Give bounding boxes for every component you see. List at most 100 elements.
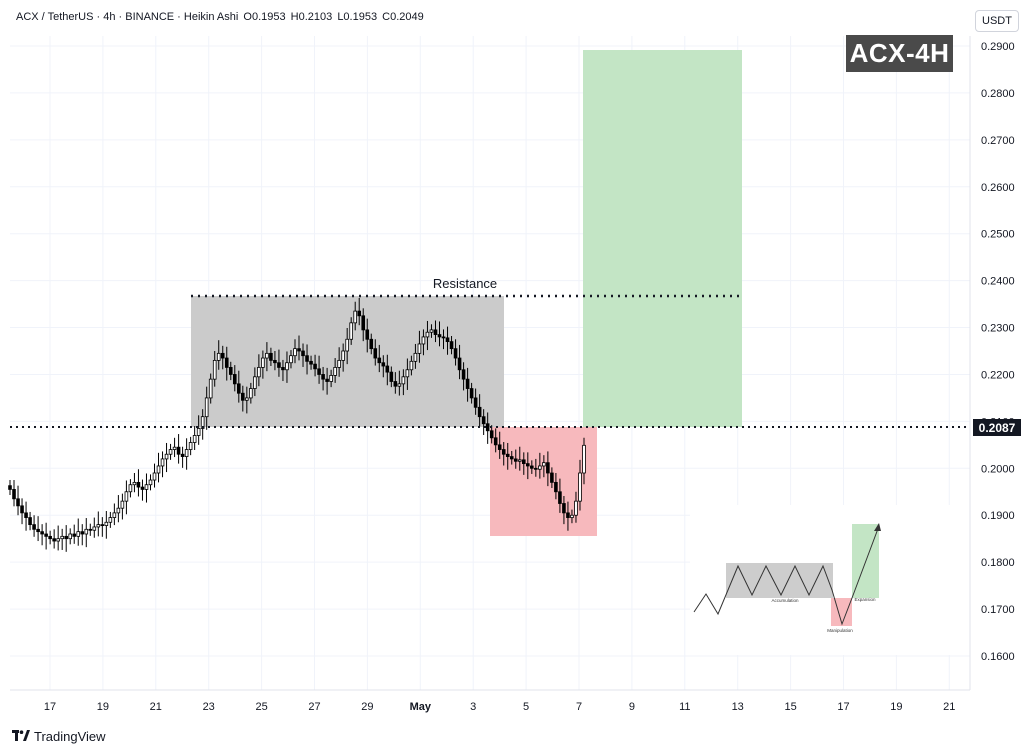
footer-brand[interactable]: TradingView <box>12 729 106 744</box>
candle-body <box>501 449 506 455</box>
candle-body <box>192 435 197 443</box>
candle-body <box>305 355 309 362</box>
candle-body <box>8 485 12 490</box>
candle-body <box>489 430 494 439</box>
ohlc-high: H0.2103 <box>290 11 333 23</box>
candle-body <box>152 472 157 481</box>
candle-body <box>236 383 241 394</box>
y-tick-label: 0.1600 <box>981 651 1015 663</box>
x-tick-label: 17 <box>837 701 849 713</box>
inset-label-manipulation: Manipulation <box>827 628 853 633</box>
symbol-info: ACX / TetherUS · 4h · BINANCE · Heikin A… <box>16 11 239 23</box>
candle-body <box>562 503 566 514</box>
candle-body <box>477 406 482 418</box>
candle-body <box>509 456 514 460</box>
x-tick-label: 3 <box>470 701 476 713</box>
candle-body <box>289 355 293 364</box>
candle-body <box>554 481 558 493</box>
candle-body <box>481 416 486 425</box>
x-tick-label: 15 <box>784 701 796 713</box>
candle-body <box>220 352 225 359</box>
candle-body <box>542 462 546 467</box>
ohlc-close: C0.2049 <box>382 11 424 23</box>
y-axis-ticks[interactable]: 0.2900 0.2800 0.2700 0.2600 0.2500 0.2400 0.23… <box>981 41 1015 663</box>
inset-label-expansion: Expansion <box>854 597 876 602</box>
candle-body <box>188 442 193 450</box>
candle-body <box>369 338 374 350</box>
candle-body <box>92 526 97 531</box>
candle-body <box>164 453 169 460</box>
candle-body <box>349 322 353 340</box>
candle-body <box>401 376 406 385</box>
candle-body <box>96 524 101 528</box>
x-tick-label: 11 <box>679 701 690 713</box>
candle-body <box>317 368 321 375</box>
candle-body <box>485 423 490 432</box>
candle-body <box>429 329 434 333</box>
candle-body <box>457 357 462 371</box>
current-price-tag: 0.2087 <box>973 419 1021 436</box>
candle-body <box>397 383 402 387</box>
candle-body <box>12 489 16 500</box>
candles <box>8 297 586 552</box>
candle-body <box>546 462 550 474</box>
candle-body <box>353 310 358 324</box>
candle-body <box>469 388 474 399</box>
annotation-boxes <box>191 50 742 536</box>
candle-body <box>526 463 530 467</box>
candle-body <box>196 428 201 436</box>
current-price-label: 0.2087 <box>979 421 1016 435</box>
x-tick-label: 27 <box>308 701 320 713</box>
candle-body <box>277 362 281 368</box>
candle-body <box>345 338 349 352</box>
x-tick-label: 29 <box>361 701 373 713</box>
candle-body <box>56 538 60 542</box>
candle-body <box>341 350 345 361</box>
candle-body <box>381 362 386 367</box>
candle-body <box>52 538 56 542</box>
candle-body <box>293 348 297 357</box>
candle-body <box>16 498 20 507</box>
candle-body <box>44 533 48 537</box>
ohlc-low: L0.1953 <box>337 11 378 23</box>
candle-body <box>180 453 185 457</box>
axes <box>10 36 971 691</box>
tradingview-logo-icon <box>12 729 30 744</box>
candle-body <box>285 362 289 371</box>
candle-body <box>493 437 498 446</box>
ohlc-open: O0.1953 <box>243 11 286 23</box>
x-tick-label: 19 <box>890 701 902 713</box>
candle-body <box>337 359 341 368</box>
candle-body <box>108 517 113 523</box>
candle-body <box>204 397 209 418</box>
annotation-lines: Resistance <box>10 276 970 428</box>
candle-body <box>301 350 305 357</box>
x-axis-ticks[interactable]: 17 19 21 23 25 27 29 May 3 5 7 9 11 13 15 17 19 21 <box>44 701 956 713</box>
x-tick-label: 13 <box>732 701 744 713</box>
inset-path <box>693 525 880 626</box>
candle-body <box>76 531 81 537</box>
candle-body <box>409 360 414 371</box>
y-tick-label: 0.2300 <box>981 323 1015 335</box>
y-tick-label: 0.1900 <box>981 510 1015 522</box>
symbol-header[interactable]: ACX / TetherUS · 4h · BINANCE · Heikin A… <box>16 11 426 23</box>
y-tick-label: 0.2800 <box>981 88 1015 100</box>
candle-body <box>461 369 466 380</box>
y-tick-label: 0.1800 <box>981 557 1015 569</box>
candle-body <box>120 500 125 509</box>
candle-body <box>257 367 261 378</box>
y-tick-label: 0.2200 <box>981 369 1015 381</box>
candle-body <box>48 535 52 540</box>
price-unit-button[interactable]: USDT <box>975 10 1019 32</box>
candle-body <box>136 481 141 488</box>
candle-body <box>88 528 93 531</box>
candle-body <box>445 337 450 343</box>
candle-body <box>373 348 378 359</box>
y-tick-label: 0.1700 <box>981 604 1015 616</box>
candle-body <box>216 352 221 361</box>
candle-body <box>413 352 418 362</box>
candle-body <box>281 367 285 371</box>
candle-body <box>144 484 149 490</box>
candle-body <box>566 512 570 518</box>
